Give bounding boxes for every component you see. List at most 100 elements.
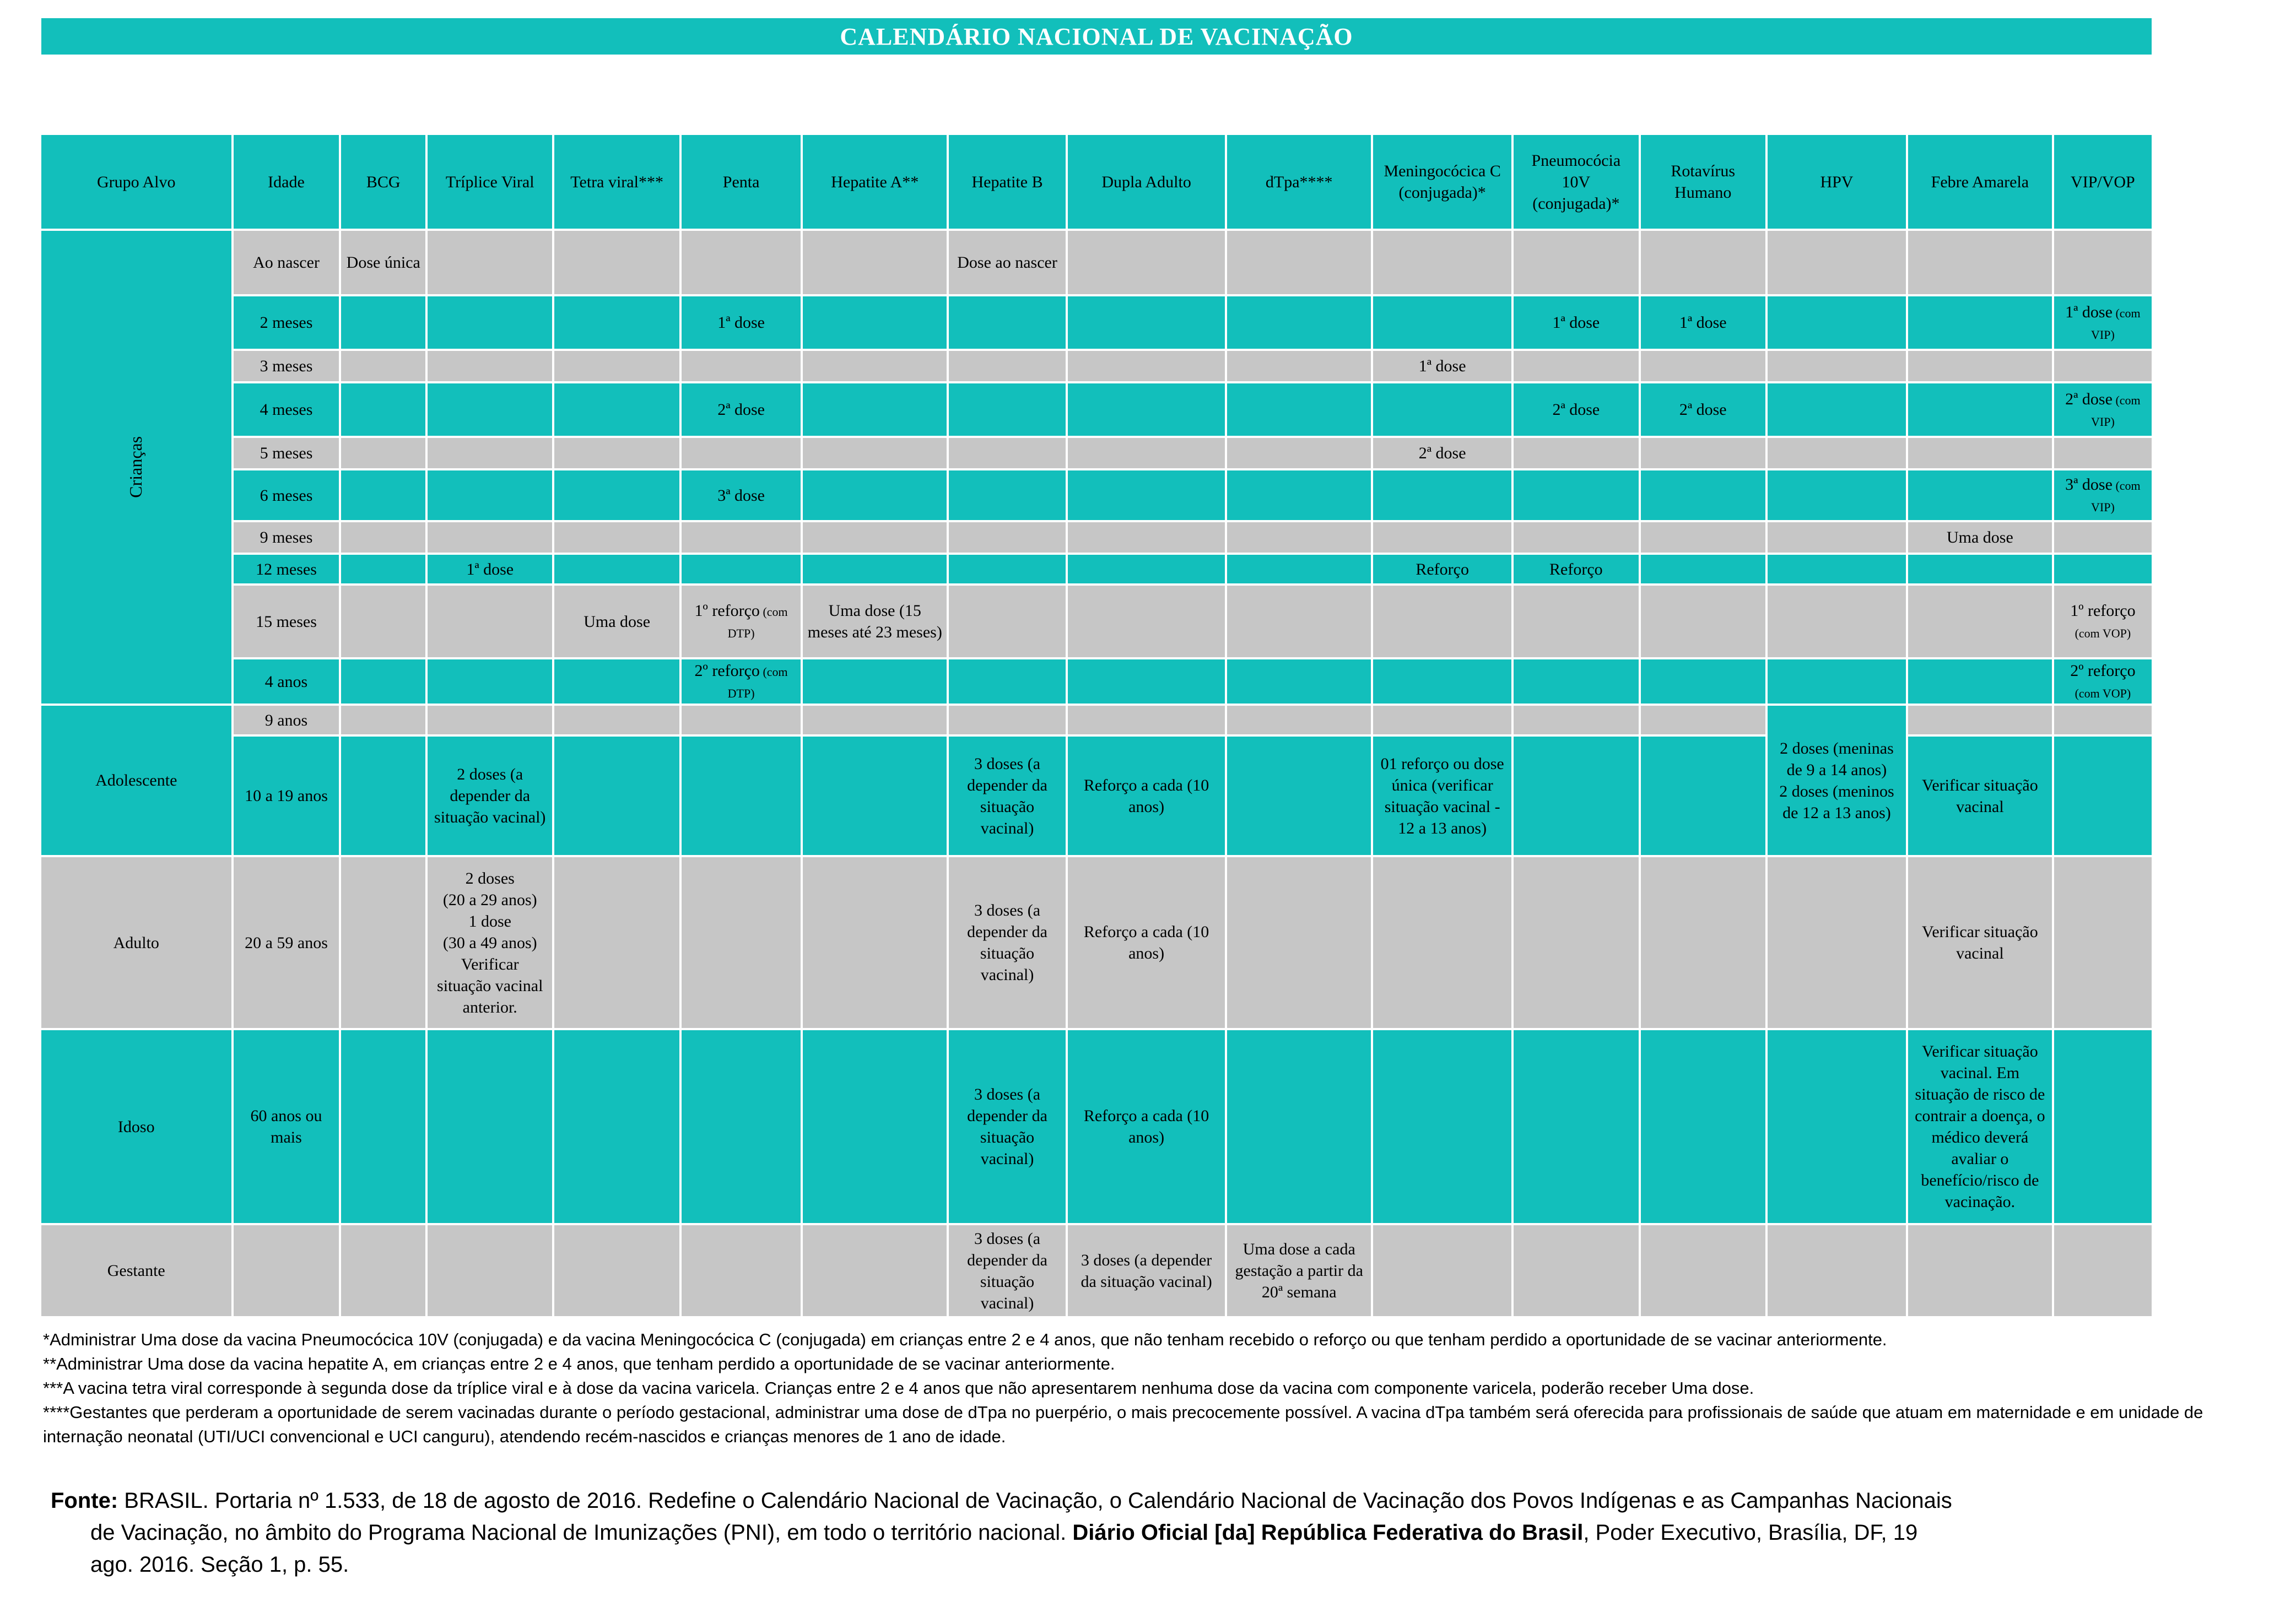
cell-9-meses-mening [1373, 522, 1512, 553]
cell-2-meses-hep_b [949, 296, 1066, 349]
cell-9-anos-penta [681, 706, 801, 734]
col-header-hpv: HPV [1767, 135, 1906, 229]
cell-ao-nascer-triplice [428, 231, 553, 294]
cell-60-anos-ou-mais-rota [1640, 1030, 1765, 1223]
cell-12-meses-tetra [554, 555, 679, 583]
cell-20-a-59-anos-febre: Verificar situação vacinal [1908, 857, 2052, 1028]
cell-20-a-59-anos-hep_b: 3 doses (a depender da situação vacinal) [949, 857, 1066, 1028]
cell-20-a-59-anos-tetra [554, 857, 679, 1028]
cell-15-meses-mening [1373, 586, 1512, 657]
source-label: Fonte: [51, 1489, 118, 1513]
cell-6-meses-dtpa [1227, 470, 1371, 520]
group-label-criancas: Crianças [41, 231, 231, 704]
cell-ao-nascer-dtpa [1227, 231, 1371, 294]
col-header-idade: Idade [233, 135, 339, 229]
cell-4-anos-hpv [1767, 659, 1906, 704]
cell-5-meses-bcg [341, 438, 426, 468]
cell-12-meses-mening: Reforço [1373, 555, 1512, 583]
cell-gestante-tetra [554, 1225, 679, 1316]
cell-2-meses-dupla [1067, 296, 1225, 349]
cell-gestante-hep_b: 3 doses (a depender da situação vacinal) [949, 1225, 1066, 1316]
cell-9-anos-rota [1640, 706, 1765, 734]
cell-20-a-59-anos-hep_a [803, 857, 947, 1028]
cell-6-meses-vip: 3ª dose (com VIP) [2054, 470, 2152, 520]
cell-15-meses-febre [1908, 586, 2052, 657]
cell-6-meses-tetra [554, 470, 679, 520]
cell-3-meses-idade: 3 meses [233, 351, 339, 381]
cell-5-meses-hpv [1767, 438, 1906, 468]
cell-gestante-vip [2054, 1225, 2152, 1316]
cell-4-anos-pneumo [1514, 659, 1639, 704]
cell-ao-nascer-rota [1640, 231, 1765, 294]
cell-ao-nascer-pneumo [1514, 231, 1639, 294]
cell-20-a-59-anos-vip [2054, 857, 2152, 1028]
cell-9-meses-vip [2054, 522, 2152, 553]
cell-5-meses-febre [1908, 438, 2052, 468]
cell-9-meses-penta [681, 522, 801, 553]
cell-4-meses-hep_a [803, 383, 947, 436]
cell-9-meses-hpv [1767, 522, 1906, 553]
cell-60-anos-ou-mais-hpv [1767, 1030, 1906, 1223]
cell-6-meses-rota [1640, 470, 1765, 520]
cell-10-a-19-anos-bcg [341, 737, 426, 855]
col-header-triplice: Tríplice Viral [428, 135, 553, 229]
cell-9-meses-bcg [341, 522, 426, 553]
cell-9-anos-dtpa [1227, 706, 1371, 734]
cell-4-meses-bcg [341, 383, 426, 436]
cell-2-meses-pneumo: 1ª dose [1514, 296, 1639, 349]
cell-10-a-19-anos-triplice: 2 doses (a depender da situação vacinal) [428, 737, 553, 855]
cell-60-anos-ou-mais-triplice [428, 1030, 553, 1223]
cell-5-meses-dupla [1067, 438, 1225, 468]
cell-4-meses-triplice [428, 383, 553, 436]
cell-ao-nascer-hep_a [803, 231, 947, 294]
cell-10-a-19-anos-mening: 01 reforço ou dose única (verificar situ… [1373, 737, 1512, 855]
cell-5-meses-hep_b [949, 438, 1066, 468]
cell-60-anos-ou-mais-hep_b: 3 doses (a depender da situação vacinal) [949, 1030, 1066, 1223]
cell-gestante-penta [681, 1225, 801, 1316]
cell-ao-nascer-hep_b: Dose ao nascer [949, 231, 1066, 294]
vaccination-calendar-table: Grupo Alvo Idade BCG Tríplice Viral Tetra vi… [41, 135, 2152, 1316]
cell-4-meses-dtpa [1227, 383, 1371, 436]
cell-9-anos-tetra [554, 706, 679, 734]
cell-2-meses-idade: 2 meses [233, 296, 339, 349]
cell-9-meses-dupla [1067, 522, 1225, 553]
cell-60-anos-ou-mais-mening [1373, 1030, 1512, 1223]
cell-4-anos-hep_b [949, 659, 1066, 704]
cell-12-meses-vip [2054, 555, 2152, 583]
footnote-4: ****Gestantes que perderam a oportunidad… [43, 1403, 2203, 1447]
cell-6-meses-mening [1373, 470, 1512, 520]
source-text-bold: Diário Oficial [da] República Federativa… [1072, 1521, 1584, 1545]
cell-5-meses-rota [1640, 438, 1765, 468]
group-label-gestante: Gestante [41, 1225, 231, 1316]
col-header-bcg: BCG [341, 135, 426, 229]
cell-6-meses-pneumo [1514, 470, 1639, 520]
group-label-idoso: Idoso [41, 1030, 231, 1223]
cell-2-meses-hep_a [803, 296, 947, 349]
cell-15-meses-triplice [428, 586, 553, 657]
cell-20-a-59-anos-mening [1373, 857, 1512, 1028]
source-text-post: , Poder Executivo, Brasília, DF, 19 ago.… [90, 1521, 1918, 1577]
cell-12-meses-febre [1908, 555, 2052, 583]
cell-3-meses-penta [681, 351, 801, 381]
source-citation: Fonte: BRASIL. Portaria nº 1.533, de 18 … [51, 1485, 1953, 1581]
source-text-pre: BRASIL. Portaria nº 1.533, de 18 de agos… [90, 1489, 1952, 1545]
col-header-dtpa: dTpa**** [1227, 135, 1371, 229]
cell-5-meses-vip [2054, 438, 2152, 468]
cell-2-meses-febre [1908, 296, 2052, 349]
cell-gestante-pneumo [1514, 1225, 1639, 1316]
cell-10-a-19-anos-pneumo [1514, 737, 1639, 855]
cell-gestante-dupla: 3 doses (a depender da situação vacinal) [1067, 1225, 1225, 1316]
col-header-tetra: Tetra viral*** [554, 135, 679, 229]
col-header-pneumo: Pneumocócia 10V (conjugada)* [1514, 135, 1639, 229]
cell-60-anos-ou-mais-bcg [341, 1030, 426, 1223]
cell-12-meses-triplice: 1ª dose [428, 555, 553, 583]
cell-10-a-19-anos-dtpa [1227, 737, 1371, 855]
cell-3-meses-vip [2054, 351, 2152, 381]
cell-gestante-hpv [1767, 1225, 1906, 1316]
cell-20-a-59-anos-hpv [1767, 857, 1906, 1028]
cell-12-meses-penta [681, 555, 801, 583]
col-header-mening: Meningocócica C (conjugada)* [1373, 135, 1512, 229]
cell-3-meses-rota [1640, 351, 1765, 381]
cell-gestante-febre [1908, 1225, 2052, 1316]
cell-9-anos-triplice [428, 706, 553, 734]
